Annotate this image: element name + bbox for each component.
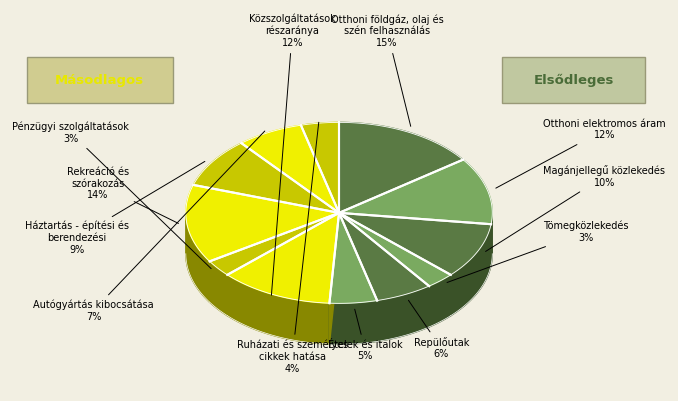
Polygon shape xyxy=(193,143,339,213)
Polygon shape xyxy=(339,213,429,300)
Polygon shape xyxy=(339,213,429,327)
Text: Otthoni földgáz, olaj és
szén felhasználás
15%: Otthoni földgáz, olaj és szén felhasznál… xyxy=(331,14,443,126)
Polygon shape xyxy=(330,213,377,303)
Text: Repülőutak
6%: Repülőutak 6% xyxy=(408,300,469,359)
Polygon shape xyxy=(491,213,492,265)
Polygon shape xyxy=(339,122,463,213)
Polygon shape xyxy=(227,213,339,303)
Polygon shape xyxy=(330,300,377,344)
Polygon shape xyxy=(339,213,451,316)
Polygon shape xyxy=(210,261,227,316)
Polygon shape xyxy=(339,213,491,265)
Text: Otthoni elektromos áram
12%: Otthoni elektromos áram 12% xyxy=(496,119,666,188)
Polygon shape xyxy=(339,213,451,316)
Polygon shape xyxy=(451,224,491,316)
Text: Ruházati és személyes
cikkek hatása
4%: Ruházati és személyes cikkek hatása 4% xyxy=(237,122,348,373)
Polygon shape xyxy=(339,160,492,224)
Text: Magánjellegű közlekedés
10%: Magánjellegű közlekedés 10% xyxy=(485,165,665,251)
Polygon shape xyxy=(339,213,491,265)
Polygon shape xyxy=(186,213,210,302)
Polygon shape xyxy=(210,213,339,302)
Text: Ételek és italok
5%: Ételek és italok 5% xyxy=(328,309,403,361)
Text: Pénzügyi szolgáltatások
3%: Pénzügyi szolgáltatások 3% xyxy=(12,122,211,269)
Polygon shape xyxy=(227,213,339,316)
Text: Tömegközlekedés
3%: Tömegközlekedés 3% xyxy=(447,221,629,282)
Polygon shape xyxy=(339,213,377,341)
Polygon shape xyxy=(330,213,339,344)
Polygon shape xyxy=(210,213,339,302)
Polygon shape xyxy=(429,275,451,327)
Text: Másodlagos: Másodlagos xyxy=(55,73,144,87)
Text: Rekreáció és
szórakozás
14%: Rekreáció és szórakozás 14% xyxy=(67,167,178,223)
Polygon shape xyxy=(339,213,451,286)
FancyBboxPatch shape xyxy=(26,57,173,103)
Text: Elsődleges: Elsődleges xyxy=(534,73,614,87)
Text: Háztartás - építési és
berendezési
9%: Háztartás - építési és berendezési 9% xyxy=(25,161,205,255)
Polygon shape xyxy=(339,213,377,341)
Polygon shape xyxy=(330,213,339,344)
Polygon shape xyxy=(210,213,339,275)
Polygon shape xyxy=(301,122,339,213)
Text: Közszolgáltatások
részaránya
12%: Közszolgáltatások részaránya 12% xyxy=(249,14,336,295)
Polygon shape xyxy=(186,185,339,261)
Polygon shape xyxy=(227,213,339,316)
Text: Autógyártás kibocsátása
7%: Autógyártás kibocsátása 7% xyxy=(33,131,265,322)
Polygon shape xyxy=(377,286,429,341)
Polygon shape xyxy=(227,275,330,344)
Polygon shape xyxy=(241,125,339,213)
Polygon shape xyxy=(339,213,491,275)
FancyBboxPatch shape xyxy=(502,57,645,103)
Polygon shape xyxy=(339,213,429,327)
